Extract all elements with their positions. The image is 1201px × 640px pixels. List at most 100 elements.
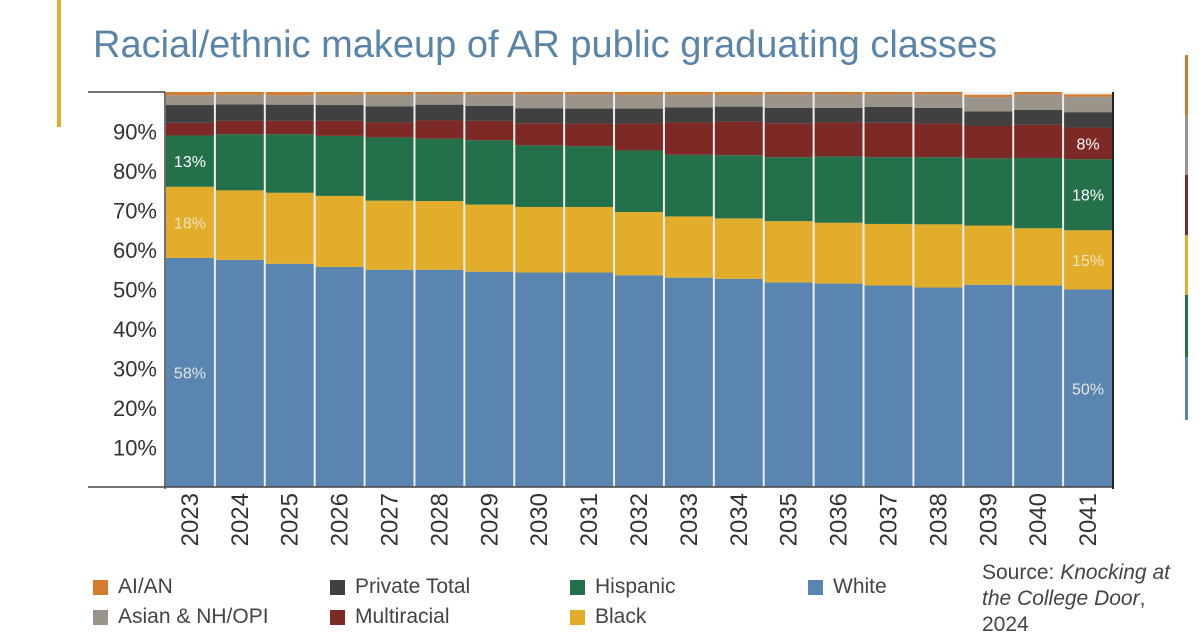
bar-segment-aian-2029	[465, 92, 514, 95]
legend-label: Asian & NH/OPI	[118, 605, 269, 628]
stacked-bar-chart: 2023 2024 2025 2026 2027 2028 2029 2030 2031 2032…	[88, 91, 1114, 546]
y-tick-label: 40%	[113, 317, 157, 342]
x-tick-label: 2037	[875, 493, 902, 546]
bar-segment-asian-2030	[515, 94, 564, 109]
bar-segment-asian-2037	[864, 94, 913, 108]
x-tick-label: 2029	[476, 493, 503, 546]
x-tick-label: 2026	[327, 493, 354, 546]
legend-label: AI/AN	[118, 575, 173, 598]
x-tick-label: 2038	[925, 493, 952, 546]
legend-swatch-private	[330, 579, 345, 595]
bar-segment-hispanic-2037	[864, 157, 913, 224]
legend-swatch-black	[570, 609, 585, 625]
bar-segment-white-2040	[1014, 285, 1063, 487]
legend-label: White	[833, 575, 887, 598]
bar-segment-private-2031	[565, 108, 614, 124]
bar-segment-multiracial-2037	[864, 122, 913, 158]
bar-segment-hispanic-2040	[1014, 157, 1063, 229]
bar-segment-private-2026	[315, 105, 364, 121]
legend-swatch-hispanic	[570, 579, 585, 595]
bar-segment-asian-2024	[215, 94, 264, 105]
bar-segment-aian-2040	[1014, 92, 1063, 95]
bar-segment-aian-2041	[1064, 94, 1112, 97]
bar-segment-black-2041	[1064, 230, 1112, 290]
bar-segment-asian-2028	[415, 94, 464, 105]
bar-segment-asian-2025	[265, 95, 314, 105]
bar-segment-asian-2039	[964, 97, 1013, 112]
legend-swatch-asian	[93, 609, 108, 625]
bar-segment-aian-2027	[365, 92, 414, 95]
data-label-white-2041: 50%	[1072, 381, 1104, 398]
legend-swatch-multiracial	[330, 609, 345, 625]
bar-segment-white-2035	[764, 282, 813, 487]
bar-segment-white-2026	[315, 266, 364, 487]
source-work: Knocking at the College Door	[982, 561, 1170, 610]
bar-segment-multiracial-2035	[764, 123, 813, 158]
bar-segment-aian-2028	[415, 92, 464, 95]
bar-segment-asian-2027	[365, 94, 414, 107]
bar-segment-asian-2031	[565, 94, 614, 109]
bar-segment-asian-2041	[1064, 96, 1112, 113]
bar-segment-multiracial-2033	[664, 122, 713, 155]
chart-title: Racial/ethnic makeup of AR public gradua…	[93, 24, 998, 66]
bar-segment-private-2039	[964, 111, 1013, 126]
bar-segment-white-2038	[914, 287, 963, 487]
bar-segment-black-2040	[1014, 228, 1063, 286]
side-strip-orange	[1185, 55, 1188, 115]
x-tick-label: 2025	[277, 493, 304, 546]
legend-label: Multiracial	[355, 605, 450, 628]
bar-segment-multiracial-2024	[215, 120, 264, 135]
bar-segment-white-2036	[814, 283, 863, 487]
y-tick-label: 10%	[113, 436, 157, 461]
x-tick-label: 2041	[1075, 493, 1102, 546]
bar-segment-private-2033	[664, 107, 713, 123]
bar-segment-black-2028	[415, 201, 464, 270]
bar-segment-private-2024	[215, 104, 264, 121]
x-tick-label: 2039	[975, 493, 1002, 546]
y-tick-label: 20%	[113, 396, 157, 421]
accent-bar	[57, 0, 61, 127]
bar-segment-black-2036	[814, 222, 863, 284]
bar-segment-private-2040	[1014, 109, 1063, 125]
bar-segment-black-2031	[565, 206, 614, 273]
bar-segment-private-2023	[166, 105, 214, 123]
bar-segment-asian-2038	[914, 94, 963, 108]
bar-segment-black-2039	[964, 225, 1013, 285]
bar-segment-black-2026	[315, 195, 364, 267]
bar-segment-white-2039	[964, 284, 1013, 487]
bar-segment-white-2027	[365, 269, 414, 487]
bar-segment-private-2037	[864, 107, 913, 123]
bar-segment-multiracial-2032	[615, 123, 663, 151]
bar-segment-aian-2034	[714, 92, 763, 95]
bar-segment-hispanic-2035	[764, 157, 813, 222]
legend-swatch-white	[808, 579, 823, 595]
bar-segment-asian-2035	[764, 94, 813, 108]
bar-segment-black-2025	[265, 192, 314, 264]
bar-segment-white-2023	[166, 257, 214, 487]
bar-segment-asian-2029	[465, 94, 514, 106]
x-tick-label: 2034	[726, 493, 753, 546]
bar-segment-multiracial-2030	[515, 123, 564, 146]
bar-segment-multiracial-2031	[565, 123, 614, 147]
source-prefix: Source:	[982, 561, 1061, 584]
bar-segment-multiracial-2041	[1064, 127, 1112, 160]
legend-label: Hispanic	[595, 575, 676, 598]
x-tick-label: 2023	[177, 493, 204, 546]
x-tick-label: 2030	[526, 493, 553, 546]
bar-segment-private-2038	[914, 107, 963, 124]
side-strip-yellow	[1185, 235, 1188, 295]
bar-segment-aian-2032	[615, 92, 663, 95]
data-label-hispanic-2023: 13%	[174, 154, 206, 171]
side-strip-blue	[1185, 357, 1188, 420]
x-tick-label: 2031	[576, 493, 603, 546]
bar-segment-asian-2034	[714, 94, 763, 107]
legend: AI/AN Asian & NH/OPI Private Total Multirac…	[93, 575, 943, 637]
x-tick-label: 2040	[1025, 493, 1052, 546]
bar-segment-hispanic-2033	[664, 154, 713, 217]
bar-segment-private-2032	[615, 108, 663, 124]
bar-segment-aian-2037	[864, 92, 913, 95]
bar-segment-hispanic-2031	[565, 146, 614, 207]
bar-segment-private-2025	[265, 104, 314, 121]
data-label-white-2023: 58%	[174, 365, 206, 382]
bar-segment-hispanic-2023	[166, 135, 214, 187]
